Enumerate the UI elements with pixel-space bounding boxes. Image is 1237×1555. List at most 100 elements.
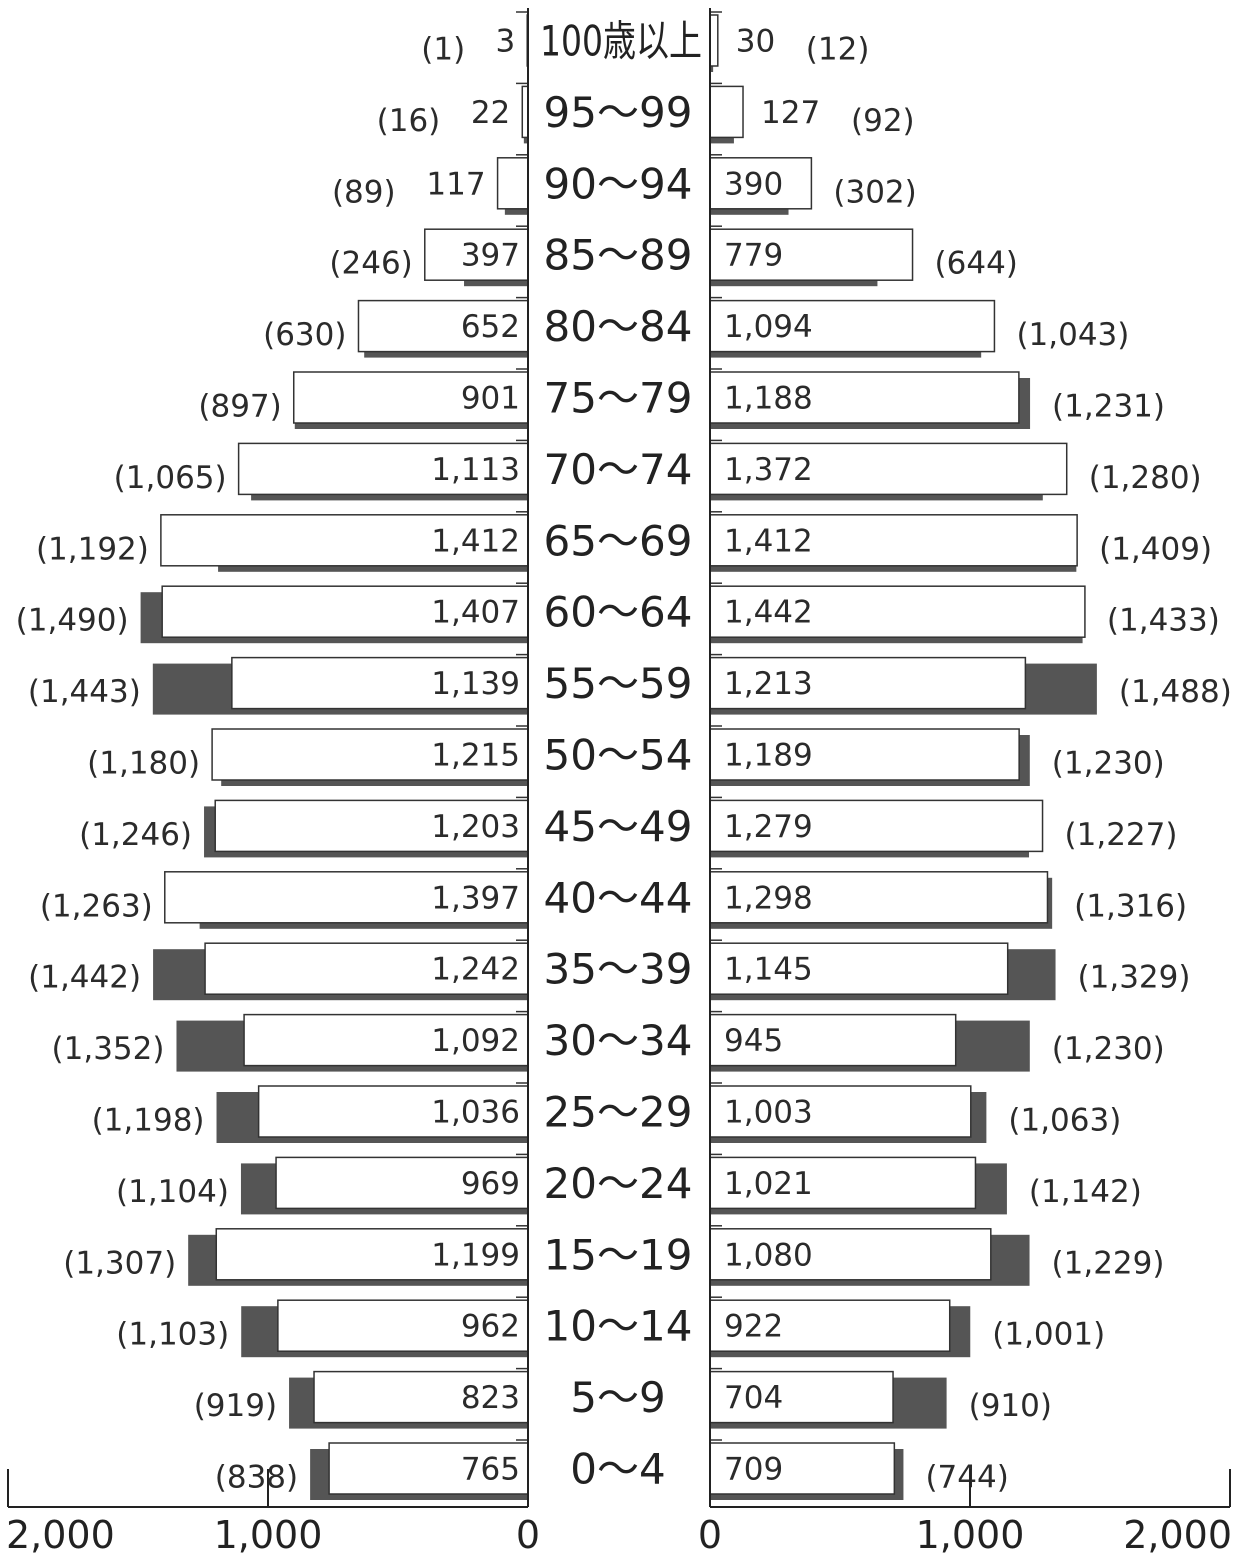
left-x-tick-label: 1,000 <box>214 1513 323 1555</box>
right-x-tick-label: 1,000 <box>916 1513 1025 1555</box>
right-current-bar <box>709 157 813 210</box>
right-current-value-label: 127 <box>761 95 820 131</box>
left-current-value-label: 652 <box>461 309 520 345</box>
age-group-label: 0〜4 <box>570 1445 665 1494</box>
axes-group: 2,000 1,000 0 0 1,000 2,000 <box>6 8 1232 1555</box>
right-current-value-label: 922 <box>724 1309 783 1345</box>
left-previous-value-label: (1,065) <box>114 460 227 496</box>
age-group-label: 55〜59 <box>544 659 693 708</box>
right-previous-value-label: (1,329) <box>1078 960 1191 996</box>
left-current-value-label: 962 <box>461 1309 520 1345</box>
left-current-bar <box>328 1442 529 1495</box>
right-current-bar <box>709 442 1068 496</box>
right-previous-value-label: (1,316) <box>1074 888 1187 924</box>
right-current-bar <box>709 1442 896 1495</box>
left-previous-value-label: (1,307) <box>63 1245 176 1281</box>
left-current-bar <box>424 228 529 281</box>
left-previous-value-label: (1,180) <box>87 746 200 782</box>
left-previous-value-label: (1) <box>421 32 465 68</box>
left-current-value-label: 823 <box>461 1380 520 1416</box>
left-current-bar <box>215 1228 529 1281</box>
left-current-value-label: 969 <box>461 1166 520 1202</box>
left-current-value-label: 1,242 <box>431 952 520 988</box>
right-x-tick-label: 0 <box>698 1513 722 1555</box>
left-current-value-label: 1,113 <box>431 452 520 488</box>
age-group-label: 70〜74 <box>544 445 693 494</box>
age-group-label: 60〜64 <box>544 588 693 637</box>
right-current-value-label: 709 <box>724 1452 783 1488</box>
right-previous-value-label: (1,227) <box>1065 817 1178 853</box>
age-group-label: 100歳以上 <box>540 17 702 66</box>
left-previous-value-label: (897) <box>198 389 281 425</box>
age-group-label: 95〜99 <box>544 88 693 137</box>
left-previous-value-label: (1,352) <box>52 1031 165 1067</box>
left-current-value-label: 1,215 <box>431 738 520 774</box>
age-group-label: 30〜34 <box>544 1016 693 1065</box>
right-current-bar <box>709 1228 992 1281</box>
left-x-tick-label: 2,000 <box>6 1513 115 1555</box>
right-current-value-label: 1,145 <box>724 952 813 988</box>
right-previous-value-label: (1,063) <box>1008 1103 1121 1139</box>
left-current-bar <box>496 157 529 210</box>
right-current-bar <box>709 85 744 139</box>
left-previous-value-label: (89) <box>332 174 396 210</box>
labels-group: 100歳以上 3 (1) 30 (12) 95〜99 22 (16) 127 (92) 90〜94 1… <box>16 17 1232 1496</box>
left-previous-value-label: (838) <box>215 1460 298 1496</box>
left-current-value-label: 1,407 <box>431 595 520 631</box>
age-group-label: 25〜29 <box>544 1088 693 1137</box>
right-current-bar <box>709 656 1027 710</box>
left-previous-value-label: (1,198) <box>92 1103 205 1139</box>
right-current-bar <box>709 799 1044 853</box>
left-current-value-label: 1,203 <box>431 809 520 845</box>
right-previous-value-label: (1,229) <box>1052 1245 1165 1281</box>
left-current-value-label: 1,139 <box>431 666 520 702</box>
right-previous-value-label: (1,142) <box>1029 1174 1142 1210</box>
right-previous-value-label: (302) <box>833 174 916 210</box>
age-group-label: 65〜69 <box>544 516 693 565</box>
left-current-bar <box>292 371 529 424</box>
left-current-value-label: 117 <box>426 166 485 202</box>
age-group-label: 20〜24 <box>544 1159 693 1208</box>
current-bars-group <box>160 14 1086 1495</box>
left-current-value-label: 901 <box>461 381 520 417</box>
age-group-label: 5〜9 <box>570 1373 665 1422</box>
right-previous-value-label: (1,001) <box>992 1317 1105 1353</box>
left-current-bar <box>357 299 529 353</box>
right-current-bar <box>709 14 719 67</box>
left-previous-value-label: (246) <box>329 246 412 282</box>
right-previous-value-label: (1,280) <box>1089 460 1202 496</box>
age-group-label: 80〜84 <box>544 302 693 351</box>
left-previous-value-label: (1,442) <box>28 960 141 996</box>
left-current-bar <box>231 656 529 710</box>
right-current-value-label: 704 <box>724 1380 783 1416</box>
left-current-bar <box>313 1370 529 1424</box>
age-group-label: 35〜39 <box>544 945 693 994</box>
right-current-bar <box>709 1299 951 1352</box>
right-previous-value-label: (1,230) <box>1052 1031 1165 1067</box>
left-current-bar <box>257 1085 529 1138</box>
right-x-tick-label: 2,000 <box>1123 1513 1232 1555</box>
right-current-bar <box>709 1013 957 1067</box>
left-current-bar <box>214 799 529 853</box>
left-current-value-label: 1,092 <box>431 1023 520 1059</box>
left-current-value-label: 397 <box>461 238 520 274</box>
right-previous-value-label: (12) <box>806 32 870 68</box>
left-current-value-label: 1,199 <box>431 1237 520 1273</box>
right-previous-value-label: (1,231) <box>1052 389 1165 425</box>
left-current-bar <box>237 442 529 496</box>
age-group-label: 45〜49 <box>544 802 693 851</box>
right-current-bar <box>709 871 1049 924</box>
left-previous-value-label: (1,246) <box>79 817 192 853</box>
left-previous-value-label: (1,103) <box>116 1317 229 1353</box>
right-current-bar <box>709 1156 977 1210</box>
left-current-value-label: 1,036 <box>431 1095 520 1131</box>
left-x-tick-label: 0 <box>516 1513 540 1555</box>
left-previous-value-label: (1,443) <box>28 674 141 710</box>
age-group-label: 15〜19 <box>544 1230 693 1279</box>
right-current-value-label: 1,080 <box>724 1237 813 1273</box>
right-current-value-label: 1,412 <box>724 523 813 559</box>
right-current-value-label: 30 <box>736 24 775 60</box>
right-current-value-label: 1,372 <box>724 452 813 488</box>
right-previous-value-label: (92) <box>851 103 915 139</box>
